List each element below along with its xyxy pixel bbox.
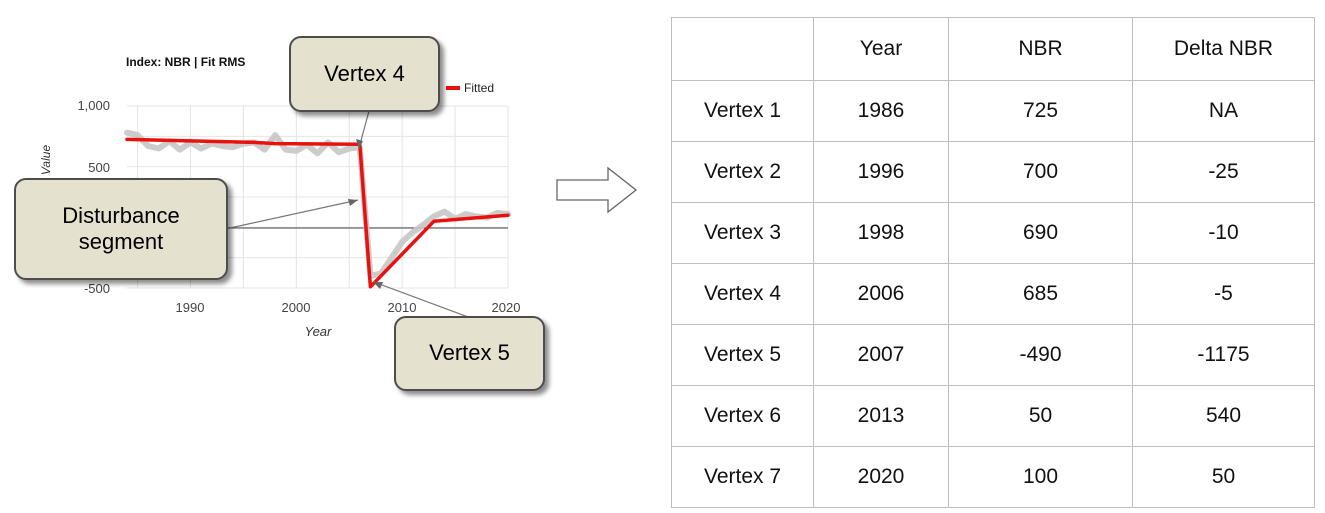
legend-label: Fitted — [464, 81, 494, 95]
table-cell: 700 — [948, 141, 1133, 203]
table-cell: 50 — [1132, 446, 1315, 508]
table-row: Vertex 5 2007 -490 -1175 — [671, 324, 1315, 386]
chart-title: Index: NBR | Fit RMS — [126, 55, 245, 69]
table-cell: 100 — [948, 446, 1133, 508]
callout-vertex-5: Vertex 5 — [394, 316, 545, 391]
table-cell: 685 — [948, 263, 1133, 325]
table-cell: -5 — [1132, 263, 1315, 325]
table-header-cell: Delta NBR — [1132, 17, 1315, 81]
table-cell: 1996 — [813, 141, 949, 203]
pointer-line-vertex5 — [373, 281, 472, 319]
table-cell: 2007 — [813, 324, 949, 386]
y-tick-500: 500 — [88, 160, 110, 175]
table-cell: 50 — [948, 385, 1133, 447]
y-tick-neg500: -500 — [84, 281, 110, 296]
table-row: Vertex 2 1996 700 -25 — [671, 141, 1315, 203]
x-tick-2020: 2020 — [492, 300, 521, 315]
table-header-cell: NBR — [948, 17, 1133, 81]
table-header-cell: Year — [813, 17, 949, 81]
table-cell: 725 — [948, 80, 1133, 142]
table-row: Vertex 7 2020 100 50 — [671, 446, 1315, 508]
table-cell: Vertex 2 — [671, 141, 814, 203]
table-cell: -490 — [948, 324, 1133, 386]
table-cell: NA — [1132, 80, 1315, 142]
table-cell: -10 — [1132, 202, 1315, 264]
x-tick-1990: 1990 — [176, 300, 205, 315]
table-cell: 2013 — [813, 385, 949, 447]
table-row: Vertex 1 1986 725 NA — [671, 80, 1315, 142]
table-header-cell — [671, 17, 814, 81]
pointer-line-disturbance — [229, 199, 359, 229]
callout-vertex-4: Vertex 4 — [289, 36, 440, 112]
callout-vertex-4-text: Vertex 4 — [324, 60, 405, 86]
pointer-head-vertex4 — [356, 139, 363, 149]
right-arrow-icon — [556, 166, 638, 214]
table-cell: -1175 — [1132, 324, 1315, 386]
pointer-head-vertex5 — [373, 282, 383, 289]
table-cell: -25 — [1132, 141, 1315, 203]
table-cell: Vertex 4 — [671, 263, 814, 325]
table-cell: Vertex 1 — [671, 80, 814, 142]
callout-disturbance-segment: Disturbance segment — [14, 178, 228, 280]
nbr-time-series-chart: Index: NBR | Fit RMS Fitted 1,000 500 -5… — [39, 55, 521, 339]
callout-vertex-5-text: Vertex 5 — [429, 340, 510, 366]
x-axis-label: Year — [305, 324, 332, 339]
pointer-head-disturbance — [348, 199, 358, 206]
table-cell: 2020 — [813, 446, 949, 508]
y-tick-1000: 1,000 — [77, 98, 110, 113]
table-row: Vertex 4 2006 685 -5 — [671, 263, 1315, 325]
x-tick-2000: 2000 — [282, 300, 311, 315]
table-cell: 540 — [1132, 385, 1315, 447]
table-cell: 1998 — [813, 202, 949, 264]
table-row: Vertex 3 1998 690 -10 — [671, 202, 1315, 264]
table-cell: 2006 — [813, 263, 949, 325]
x-tick-2010: 2010 — [388, 300, 417, 315]
table-cell: Vertex 6 — [671, 385, 814, 447]
y-axis-label: Value — [39, 145, 53, 176]
table-cell: Vertex 3 — [671, 202, 814, 264]
table-cell: Vertex 5 — [671, 324, 814, 386]
table-cell: 690 — [948, 202, 1133, 264]
table-row: Vertex 6 2013 50 540 — [671, 385, 1315, 447]
table-header-row: Year NBR Delta NBR — [671, 17, 1315, 81]
table-cell: 1986 — [813, 80, 949, 142]
callout-disturbance-line-2: segment — [78, 229, 164, 254]
callout-disturbance-line-1: Disturbance — [62, 202, 180, 228]
table-cell: Vertex 7 — [671, 446, 814, 508]
vertex-table: Year NBR Delta NBR Vertex 1 1986 725 NA … — [671, 17, 1315, 508]
